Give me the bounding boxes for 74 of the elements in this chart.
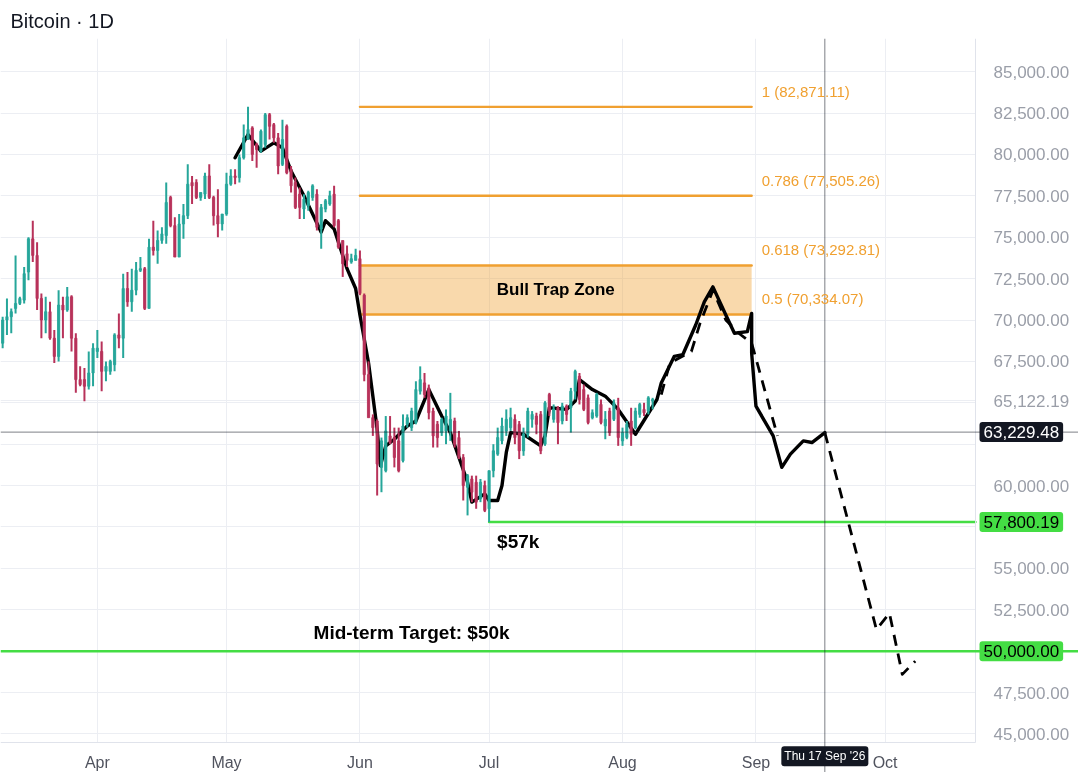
annotation: Mid-term Target: $50k [313,622,511,644]
annotation: 0.618 (73,292.81) [761,241,881,259]
candlestick [595,391,599,419]
x-tick-label: Jun [347,754,373,772]
candlestick [302,193,306,220]
x-tick-label: Oct [872,754,899,772]
data-label: 57,800.19 [983,513,1060,533]
y-tick-label: 77,500.00 [993,186,1070,206]
candlestick [190,174,194,206]
candlestick [556,405,560,446]
candlestick [319,203,323,250]
candlestick [203,171,207,201]
candlestick [306,189,310,212]
x-tick-label: May [211,754,242,772]
chart-title: Bitcoin · 1D [10,9,114,32]
candlestick [117,312,121,350]
candlestick [156,229,160,265]
ref-line-label: 50,000.00 [983,642,1060,662]
candlestick [478,477,482,504]
candlestick [466,473,470,517]
y-tick-label: 85,000.00 [993,62,1070,82]
candlestick [448,391,452,442]
candlestick [268,112,272,141]
candlestick [440,416,444,437]
candlestick [104,360,108,383]
candlestick [621,426,625,447]
y-tick-label: 45,000.00 [993,724,1070,744]
annotation: Bull Trap Zone [496,280,615,300]
ref-line-label: 63,229.48 [983,423,1060,443]
y-tick-label: 72,500.00 [993,269,1070,289]
annotation: 0.5 (70,334.07) [761,290,864,308]
candlestick [1,315,5,350]
candlestick [216,188,220,239]
y-tick-label: 47,500.00 [993,683,1070,703]
candlestick [646,395,650,416]
candlestick [547,391,551,418]
candlestick [612,398,616,423]
y-tick-label: 80,000.00 [993,145,1070,165]
x-tick-label: Aug [608,754,637,772]
candlestick [560,401,564,426]
y-tick-label: 82,500.00 [993,104,1070,124]
candlestick [345,244,349,269]
candlestick [392,426,396,469]
candlestick [125,270,130,308]
x-tick-label: Jul [478,754,500,772]
candlestick [608,406,612,437]
candlestick [65,285,69,313]
y-tick-label: 60,000.00 [993,476,1070,496]
candlestick [151,219,155,257]
candlestick [599,398,603,426]
ref-line-label: Thu 17 Sep '26 [784,749,866,764]
candlestick [629,406,633,447]
y-tick-label: 65,122.19 [993,391,1070,411]
y-tick-label: 67,500.00 [993,352,1070,372]
candlestick [298,186,302,220]
candlestick [82,367,86,403]
x-tick-label: Sep [741,754,771,772]
candlestick [603,410,607,441]
candlestick [474,474,478,510]
candlestick [194,178,198,201]
y-tick-label: 75,000.00 [993,228,1070,248]
candlestick [44,295,48,335]
candlestick [14,254,18,315]
x-tick-label: Apr [84,754,111,772]
annotation: 1 (82,871.11) [761,82,850,100]
annotation: $57k [497,531,540,553]
y-tick-label: 70,000.00 [993,311,1070,330]
candlestick [61,295,65,340]
candlestick [509,406,513,432]
candlestick [100,340,104,393]
candlestick [552,403,556,424]
annotation: 0.786 (77,505.26) [761,171,881,189]
y-tick-label: 52,500.00 [993,600,1070,620]
y-tick-label: 55,000.00 [993,559,1070,579]
